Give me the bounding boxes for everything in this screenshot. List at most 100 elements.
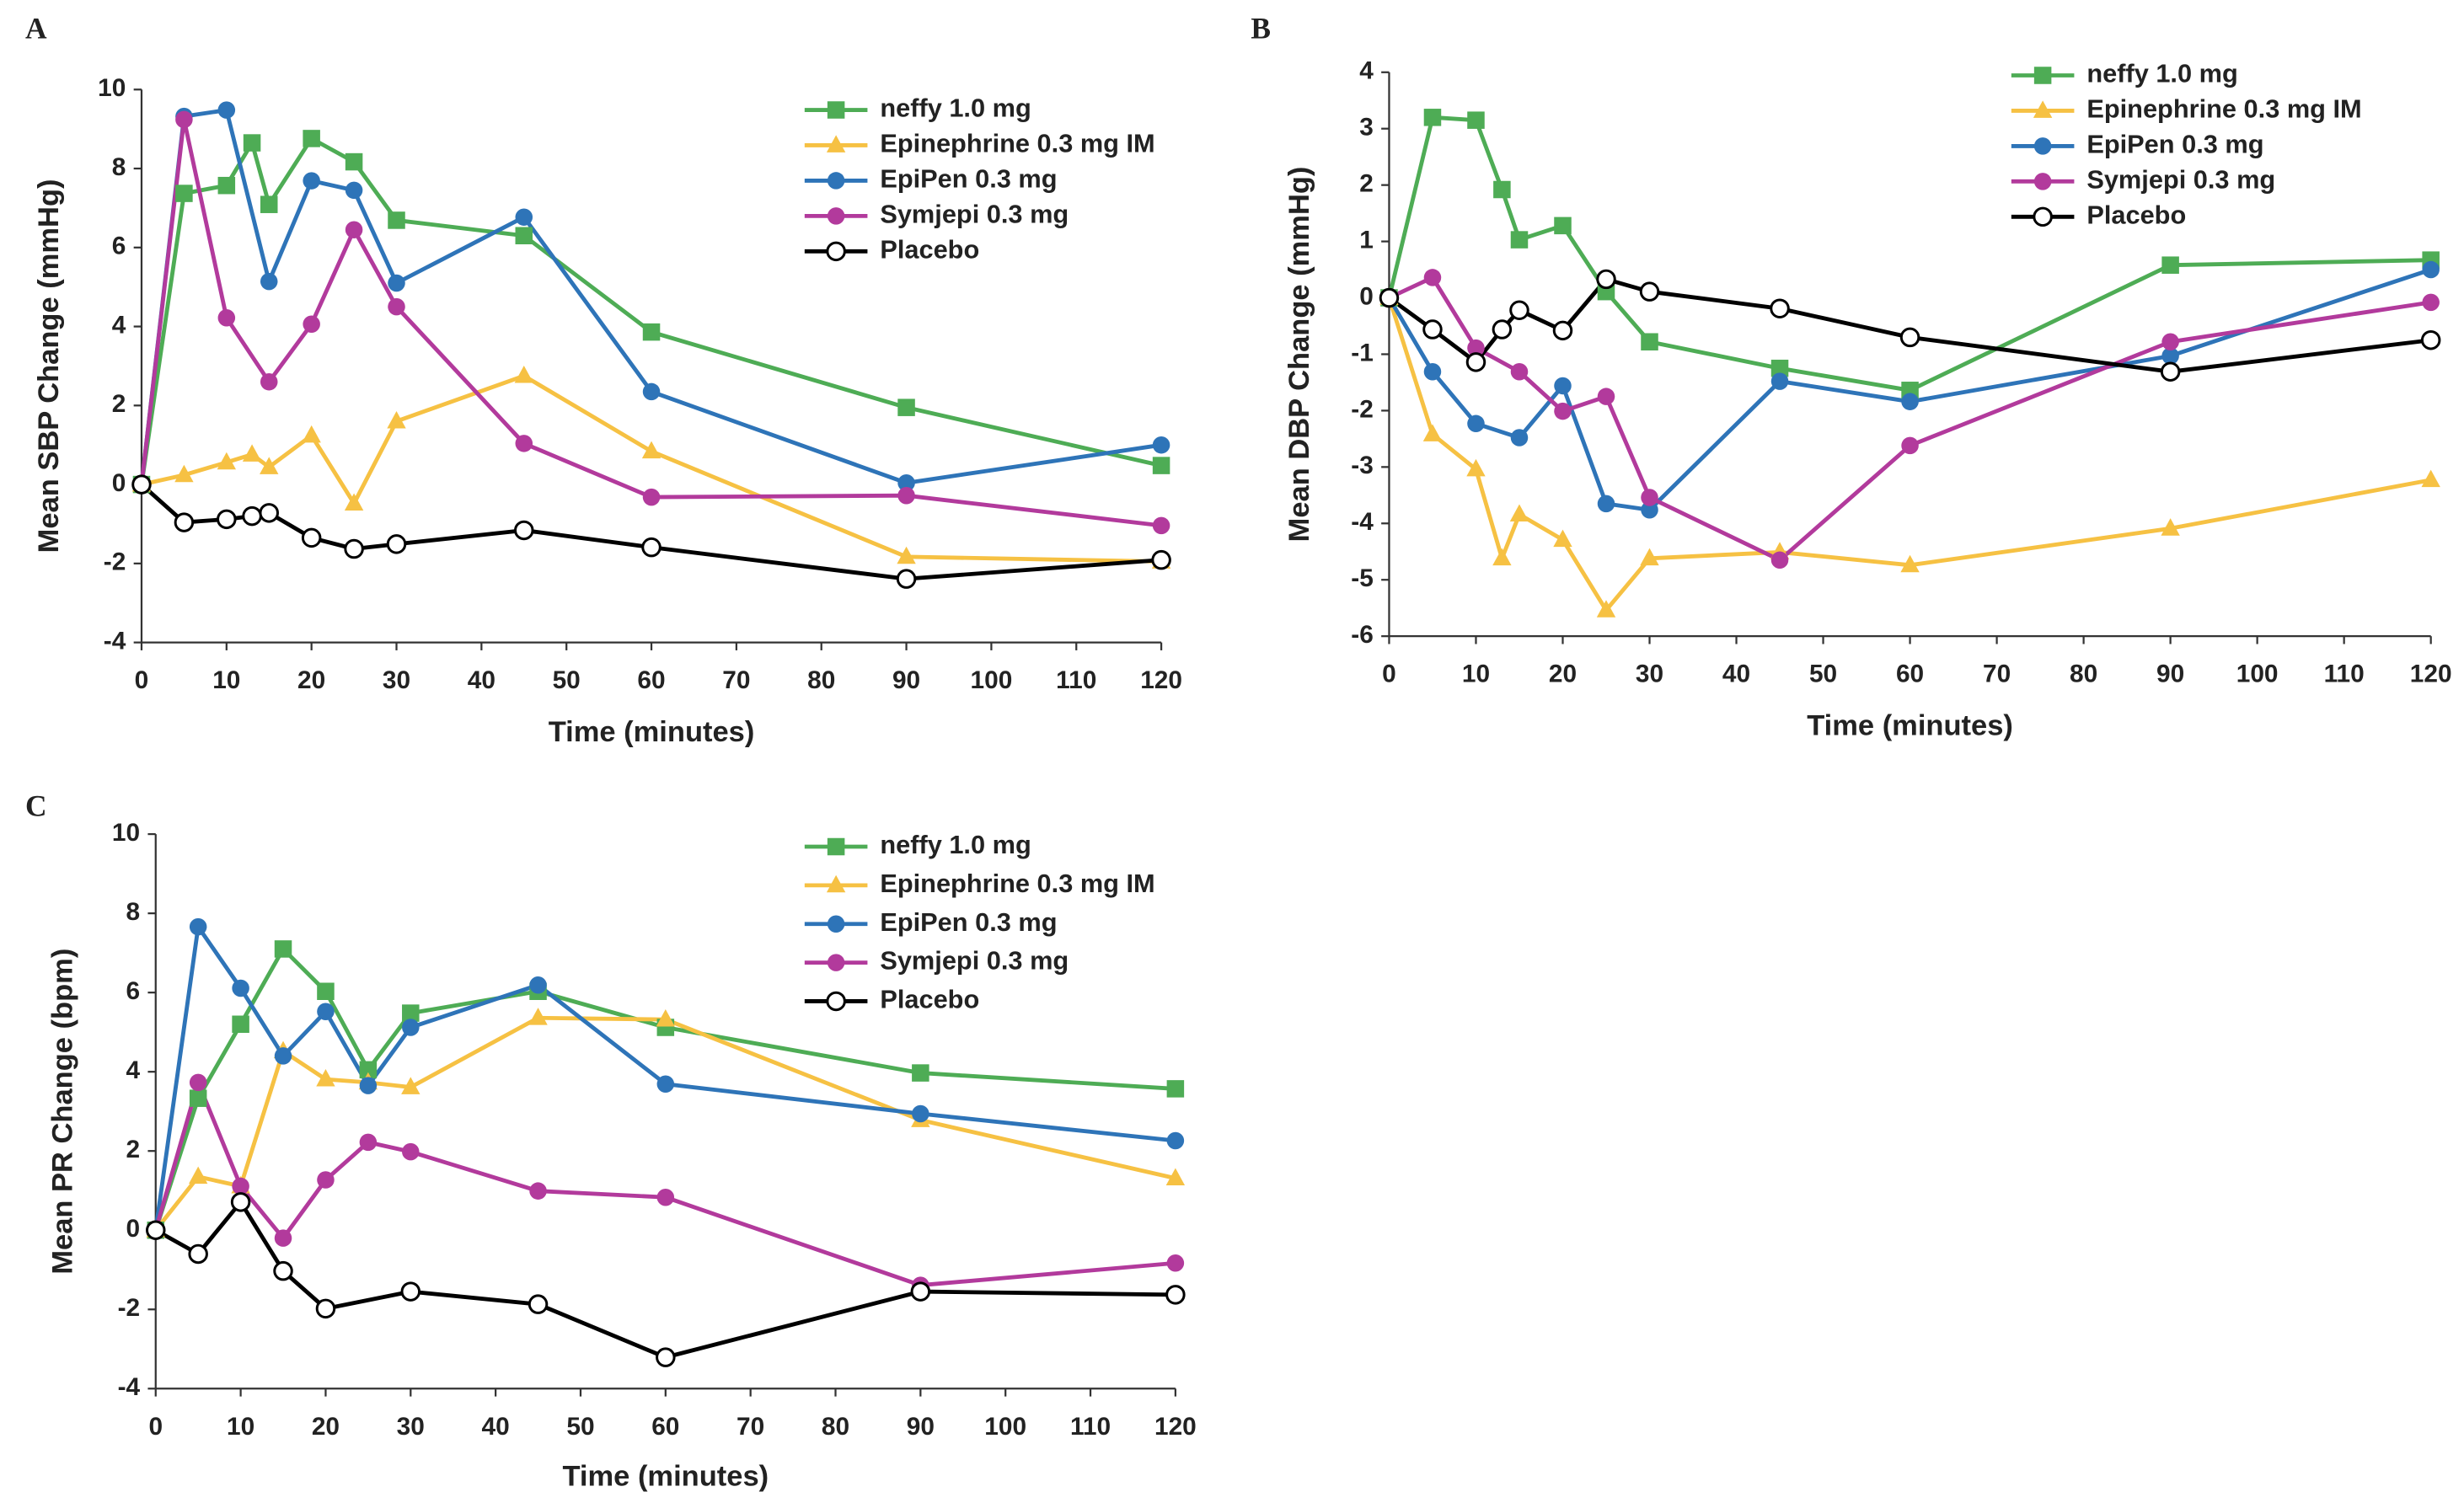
legend-label: Placebo <box>2086 200 2186 229</box>
y-tick-label: 8 <box>112 153 126 181</box>
point <box>175 184 193 202</box>
x-tick-label: 10 <box>212 666 240 694</box>
legend-marker <box>2033 137 2052 155</box>
point <box>1770 372 1789 390</box>
legend-label: Placebo <box>880 234 979 264</box>
point <box>2422 260 2440 279</box>
x-tick-label: 120 <box>1140 666 1182 694</box>
point <box>1423 109 1442 126</box>
point <box>1423 362 1442 381</box>
point <box>1640 548 1659 566</box>
point <box>1899 327 1920 348</box>
y-tick-label: 4 <box>112 311 126 339</box>
x-tick-label: 60 <box>651 1413 679 1441</box>
legend-marker <box>827 207 845 225</box>
point <box>359 1077 378 1094</box>
x-tick-label: 20 <box>1549 660 1577 688</box>
point <box>1467 414 1485 433</box>
point <box>1900 554 1920 573</box>
panel-label: A <box>25 11 47 45</box>
point <box>529 976 547 994</box>
point <box>642 323 661 341</box>
point <box>1596 600 1616 618</box>
point <box>189 917 207 936</box>
point <box>515 227 533 244</box>
legend-marker <box>2033 173 2052 190</box>
point <box>1467 339 1485 357</box>
series-line <box>154 1200 1176 1360</box>
point <box>317 982 335 1000</box>
y-tick-label: 4 <box>126 1056 141 1084</box>
y-tick-label: 10 <box>112 819 140 847</box>
point <box>641 537 662 558</box>
point <box>1152 436 1170 454</box>
x-tick-label: 80 <box>822 1413 849 1441</box>
point <box>359 1061 378 1079</box>
point <box>912 1104 929 1123</box>
y-tick-label: -4 <box>118 1373 141 1401</box>
point <box>230 1192 251 1212</box>
x-axis-label: Time (minutes) <box>1807 709 2013 741</box>
point <box>260 372 278 391</box>
y-tick-label: -3 <box>1351 452 1374 479</box>
x-tick-label: 90 <box>907 1413 935 1441</box>
x-tick-label: 20 <box>312 1413 340 1441</box>
point <box>2161 333 2179 350</box>
x-axis-label: Time (minutes) <box>563 1461 769 1493</box>
point <box>273 1260 293 1281</box>
point <box>131 474 152 495</box>
y-tick-label: 8 <box>126 898 141 926</box>
point <box>400 1281 421 1302</box>
point <box>514 520 534 541</box>
point <box>2422 293 2440 312</box>
point <box>402 1004 420 1022</box>
point <box>1466 458 1486 477</box>
point <box>2161 256 2179 274</box>
point <box>175 110 193 129</box>
x-tick-label: 110 <box>2324 660 2365 688</box>
point <box>528 1294 549 1314</box>
point <box>1465 352 1486 372</box>
point <box>317 1171 335 1189</box>
x-tick-label: 50 <box>553 666 581 694</box>
x-tick-label: 60 <box>1896 660 1924 688</box>
point <box>2161 518 2180 536</box>
point <box>301 527 322 548</box>
point <box>897 486 915 505</box>
y-tick-label: 0 <box>112 469 126 497</box>
legend-marker <box>2033 67 2052 84</box>
point <box>1423 269 1442 286</box>
point <box>1553 529 1572 548</box>
legend-marker <box>827 172 845 190</box>
point <box>910 1281 931 1302</box>
point <box>217 509 237 530</box>
x-tick-label: 120 <box>1154 1413 1197 1441</box>
point <box>146 1220 166 1240</box>
legend-label: EpiPen 0.3 mg <box>880 907 1057 937</box>
x-tick-label: 90 <box>2156 660 2184 688</box>
point <box>303 130 320 147</box>
point <box>1422 319 1443 340</box>
point <box>232 1177 249 1195</box>
legend-marker <box>827 954 845 971</box>
point <box>896 569 917 589</box>
y-axis-label: Mean PR Change (bpm) <box>47 949 79 1275</box>
point <box>1641 500 1658 519</box>
legend-label: EpiPen 0.3 mg <box>2086 130 2263 159</box>
point <box>656 1188 675 1206</box>
point <box>345 221 363 238</box>
point <box>1509 300 1529 320</box>
point <box>388 274 405 292</box>
legend-label: Symjepi 0.3 mg <box>880 946 1069 976</box>
point <box>260 195 278 213</box>
y-axis-label: Mean SBP Change (mmHg) <box>33 179 65 553</box>
point <box>514 366 533 383</box>
point <box>515 435 533 452</box>
point <box>316 1068 335 1087</box>
legend-marker <box>826 241 846 262</box>
legend-label: neffy 1.0 mg <box>880 830 1031 859</box>
point <box>1770 298 1790 318</box>
point <box>1554 377 1572 395</box>
